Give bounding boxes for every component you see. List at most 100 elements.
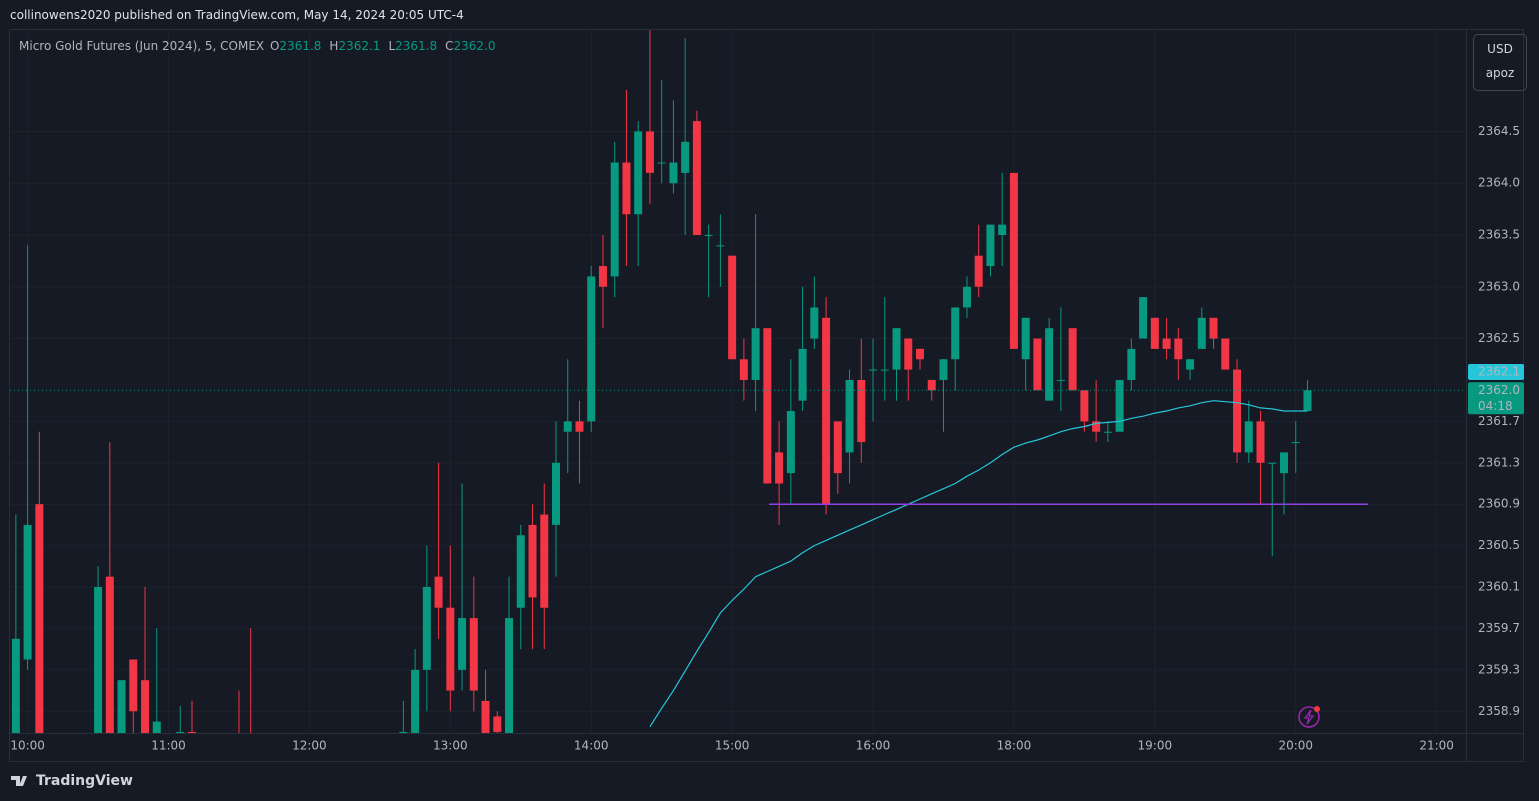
symbol-title: Micro Gold Futures (Jun 2024), 5, COMEX [19, 39, 265, 53]
legend: Micro Gold Futures (Jun 2024), 5, COMEX … [19, 39, 502, 53]
candle-body [681, 141, 690, 173]
candle-body [458, 618, 467, 670]
candle-body [1291, 442, 1300, 444]
last-price-label: 2362.0 [1478, 383, 1520, 397]
candle-body [575, 421, 584, 432]
axes: 2364.5 2364.0 2363.5 2363.0 2362.5 2361.7 2361… [10, 124, 1524, 753]
ohlc-value: 2362.0 [453, 39, 496, 53]
y-tick-label: 2363.5 [1478, 227, 1520, 241]
candle-body [188, 731, 196, 733]
x-tick-label: 13:00 [433, 739, 468, 753]
ohlc-key: L [388, 39, 396, 53]
candle-body [845, 379, 854, 453]
candle-body [739, 359, 748, 380]
candle-body [1221, 338, 1230, 370]
candle-body [105, 576, 114, 733]
candle-body [634, 131, 643, 215]
candle-body [1068, 328, 1077, 391]
candle-body [11, 638, 20, 733]
candle-body [763, 328, 772, 484]
candle-body [1009, 172, 1018, 349]
candle-body [94, 587, 103, 733]
candle-body [1209, 317, 1218, 339]
candle-body [1103, 431, 1112, 433]
candle-body [563, 421, 572, 432]
y-tick-label: 2360.5 [1478, 538, 1520, 552]
candle-body [481, 700, 490, 733]
candle-body [35, 504, 44, 733]
x-tick-label: 14:00 [574, 739, 609, 753]
candle-body [422, 587, 431, 670]
candle-body [1174, 338, 1183, 360]
candle-body [446, 607, 455, 691]
candle-body [904, 338, 913, 370]
candle-body [798, 348, 807, 401]
candle-body [1092, 421, 1101, 432]
x-tick-label: 19:00 [1138, 739, 1173, 753]
candle-body [1139, 297, 1148, 339]
candle-body [235, 742, 243, 752]
candle-body [645, 131, 654, 173]
candle-body [810, 307, 819, 339]
y-tick-label: 2360.9 [1478, 497, 1520, 511]
candle-body [939, 359, 948, 380]
candle-body [516, 535, 525, 608]
account[interactable]: apoz [1485, 66, 1515, 80]
candle-body [833, 421, 842, 474]
candle-body [951, 307, 960, 360]
y-tick-label: 2361.3 [1478, 455, 1520, 469]
x-tick-label: 15:00 [715, 739, 750, 753]
candle-body [704, 234, 713, 236]
x-tick-label: 21:00 [1419, 739, 1454, 753]
candle-body [1186, 359, 1195, 370]
candle-body [657, 162, 666, 164]
candle-body [1150, 317, 1159, 349]
candle-body [927, 379, 936, 391]
high-price-label: 2362.1 [1478, 364, 1520, 378]
candle-body [986, 224, 995, 267]
candle-body [716, 245, 725, 247]
candle-body [1127, 348, 1136, 380]
plot-area [10, 30, 1466, 752]
x-tick-label: 18:00 [997, 739, 1032, 753]
x-tick-label: 12:00 [292, 739, 327, 753]
candle-body [892, 328, 901, 370]
candle-body [622, 162, 631, 215]
candle-body [786, 411, 795, 474]
candle-body [540, 514, 549, 608]
y-tick-label: 2358.9 [1478, 704, 1520, 718]
tradingview-logo [11, 776, 27, 786]
candle-body [152, 721, 161, 733]
high-price-box [1468, 363, 1524, 380]
x-tick-label: 16:00 [856, 739, 891, 753]
y-tick-label: 2361.7 [1478, 414, 1520, 428]
countdown-label: 04:18 [1478, 399, 1513, 413]
candle-body [775, 452, 784, 484]
candle-body [1280, 452, 1288, 474]
ohlc-key: C [445, 39, 454, 53]
candle-body [1244, 421, 1253, 453]
candle-body [1080, 390, 1089, 422]
candle-body [528, 524, 537, 598]
candle-body [880, 369, 889, 371]
candle-body [669, 162, 678, 184]
candle-body [869, 369, 878, 371]
y-tick-label: 2360.1 [1478, 580, 1520, 594]
currency-box[interactable]: USD apoz [1473, 34, 1527, 91]
candle-body [1021, 317, 1030, 360]
candle-body [751, 328, 760, 380]
candle-body [493, 716, 502, 732]
candle-body [469, 618, 478, 691]
candle-body [1268, 462, 1277, 464]
candle-body [399, 731, 408, 733]
candle-body [1256, 421, 1265, 463]
candle-body [998, 224, 1007, 235]
candle-body [505, 618, 514, 733]
y-tick-label: 2359.7 [1478, 621, 1520, 635]
y-tick-label: 2364.5 [1478, 124, 1520, 138]
currency[interactable]: USD [1487, 42, 1513, 56]
candle-body [728, 255, 737, 360]
alert-icon[interactable] [1298, 706, 1320, 728]
